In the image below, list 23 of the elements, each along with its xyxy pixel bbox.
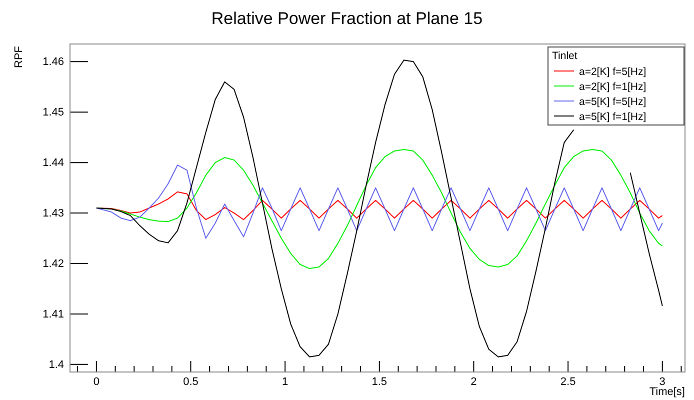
y-tick-label: 1.42 — [42, 258, 64, 270]
legend-label: a=5[K] f=5[Hz] — [579, 96, 646, 108]
x-tick-label: 0 — [93, 376, 100, 388]
legend-title: Tinlet — [552, 50, 578, 62]
chart-title: Relative Power Fraction at Plane 15 — [211, 9, 483, 28]
x-tick-label: 1 — [282, 376, 288, 388]
y-axis-title: RPF — [13, 46, 25, 68]
x-tick-label: 1.5 — [372, 376, 388, 388]
y-tick-label: 1.44 — [42, 157, 64, 170]
y-tick-label: 1.41 — [42, 308, 64, 320]
line-series — [96, 164, 663, 239]
legend-label: a=2[K] f=5[Hz] — [579, 66, 646, 78]
x-tick-label: 2.5 — [560, 376, 576, 388]
y-tick-label: 1.4 — [48, 358, 64, 371]
y-tick-label: 1.43 — [42, 208, 64, 220]
legend-label: a=5[K] f=1[Hz] — [579, 111, 646, 123]
legend-label: a=2[K] f=1[Hz] — [579, 81, 646, 93]
y-tick-label: 1.46 — [42, 56, 64, 68]
x-tick-label: 2 — [470, 376, 477, 388]
x-axis-title: Time[s] — [649, 386, 685, 398]
y-tick-label: 1.45 — [42, 106, 64, 119]
x-tick-label: 0.5 — [183, 376, 198, 388]
x-tick-label: 3 — [659, 376, 666, 388]
